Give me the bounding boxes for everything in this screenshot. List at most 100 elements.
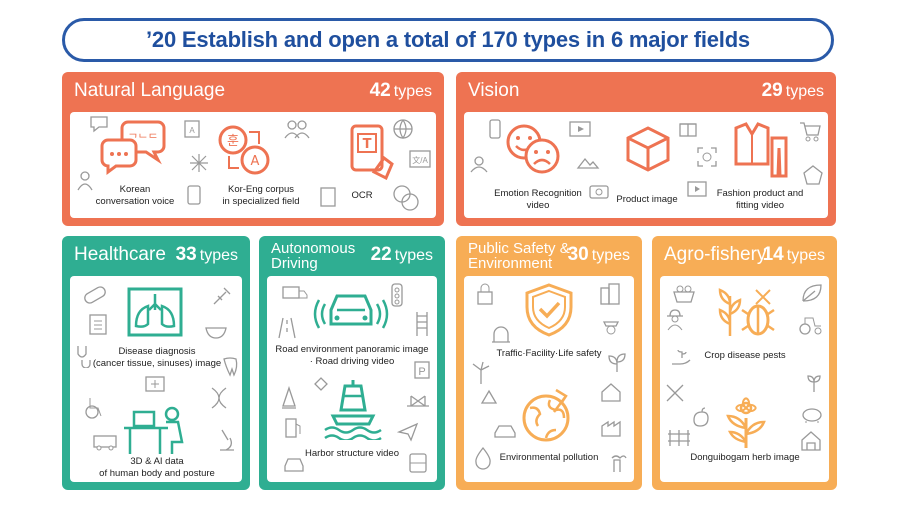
count-unit: types [591,247,630,264]
speech-bubble-icon: ᄀᄂᄃ [100,120,166,175]
hand-plant-icon [672,349,691,365]
card-title: Autonomous Driving [271,241,355,271]
count-unit: types [785,83,824,100]
airplane-icon [397,422,419,442]
card-header: Autonomous Driving 22 types [259,236,445,274]
globe-icon [393,119,413,140]
card-title: Vision [468,80,520,101]
svg-text:A: A [251,154,260,169]
card-body: Crop disease pests Donguibogam herb imag… [660,276,829,482]
lungs-icon [127,287,183,337]
count-number: 22 [370,244,392,265]
landscape-icon [576,157,600,169]
card-body: Traffic·Facility·Life safety Environment… [464,276,634,482]
sparkle-icon [190,154,208,172]
bus-icon [409,453,427,473]
count-number: 29 [761,80,783,101]
banner-title: ’20 Establish and open a total of 170 ty… [146,27,750,52]
card-title: Public Safety & Environment [468,241,570,271]
road-icon [278,317,296,339]
tractor-icon [799,317,822,335]
title-line: Public Safety & [468,240,570,257]
pig-icon [802,408,822,423]
card-natural-language: Natural Language 42 types ᄀᄂᄃ 훈 A T A [62,72,444,226]
drop-icon [475,446,491,470]
label-line: Fashion product and [716,188,804,199]
siren-icon [492,326,510,343]
count-unit: types [393,83,432,100]
item-label: OCR [342,190,382,202]
tools-icon [666,384,684,402]
plant-icon [608,353,626,372]
label-line: fitting video [735,199,785,211]
tablet-icon [187,185,201,205]
card-header: Vision 29 types [456,72,836,110]
doc-icon [320,187,336,207]
label-line: Road environment panoramic image [275,344,429,355]
item-label: Road environment panoramic image · Road … [267,344,437,367]
earth-globe-icon [522,388,570,442]
dna-icon [211,387,227,409]
title-line: Driving [271,255,318,272]
doctor-desk-icon [124,406,184,454]
card-healthcare: Healthcare 33 types Disease diagnosis (ca… [62,236,250,490]
card-header: Natural Language 42 types [62,72,444,110]
card-title: Agro-fishery [664,244,767,265]
count-unit: types [786,247,825,264]
mortar-icon [205,327,227,339]
ambulance-icon [93,435,117,451]
type-count: 22 types [371,244,433,266]
ocr-icon: T [350,124,394,180]
police-icon [602,321,620,335]
person-scan-icon [470,156,488,173]
item-label: Fashion product and fitting video [704,188,816,211]
buoy-icon [324,380,382,440]
wheelchair-icon [85,398,102,419]
face-scan-icon [697,147,717,167]
stethoscope-icon [77,346,91,368]
item-label: Crop disease pests [680,350,810,362]
item-label: Traffic·Facility·Life safety [474,348,624,360]
first-aid-icon [145,376,165,392]
card-public-safety: Public Safety & Environment 30 types Traf… [456,236,642,490]
label-line: Traffic·Facility·Life safety [496,348,602,359]
type-count: 30 types [568,244,630,266]
video-clip-icon [687,181,707,197]
label-line: Donguibogam herb image [690,452,800,463]
product-box-icon [626,126,670,172]
emotion-faces-icon [506,124,560,174]
car-small-icon [494,425,516,438]
svg-text:文/A: 文/A [412,155,428,165]
count-number: 30 [567,244,589,265]
svg-text:T: T [363,137,372,152]
card-header: Public Safety & Environment 30 types [456,236,642,274]
camera-icon [589,185,609,199]
count-unit: types [394,247,433,264]
item-label: Product image [612,194,682,206]
recycle-icon [480,389,498,404]
label-line: Kor-Eng corpus [227,184,294,195]
dictionary-icon: 文/A [409,150,431,168]
translate-icon: 훈 A [218,125,270,175]
item-label: Korean conversation voice [80,184,190,207]
type-count: 29 types [762,80,824,102]
card-body: Disease diagnosis (cancer tissue, sinuse… [70,276,242,482]
label-line: conversation voice [95,195,175,207]
gift-icon [679,123,697,137]
title-line: Autonomous [271,240,356,257]
herb-flower-icon [726,397,766,448]
syringe-icon [213,287,231,305]
cone-icon [282,386,296,409]
item-label: Donguibogam herb image [670,452,820,464]
phone-icon [489,119,501,139]
count-number: 42 [369,80,391,101]
label-line: Crop disease pests [704,350,786,361]
farmer-icon [667,309,683,331]
label-line: Disease diagnosis [118,346,196,357]
traffic-light-icon [391,283,403,307]
svg-text:A: A [189,126,195,135]
shield-check-icon [525,283,573,337]
card-autonomous-driving: Autonomous Driving 22 types P Road [259,236,445,490]
item-label: Harbor structure video [297,448,407,460]
type-count: 33 types [176,244,238,266]
